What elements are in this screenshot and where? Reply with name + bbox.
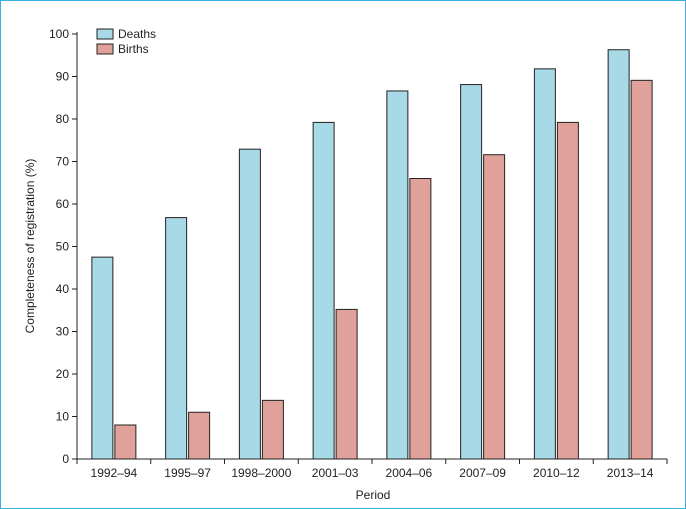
legend-swatch-deaths [96,28,114,40]
bar-births [630,79,653,460]
y-tick-label: 10 [56,410,70,424]
bar-deaths [533,68,556,460]
bar-births [335,308,358,460]
y-tick-label: 80 [56,112,70,126]
bar-births [261,399,284,460]
y-tick-label: 20 [56,367,70,381]
bar-births [114,424,137,460]
bar-deaths [386,90,409,460]
y-tick-label: 0 [62,452,69,466]
bar-births [409,178,432,460]
x-tick-label: 1998–2000 [231,466,291,480]
y-axis-title: Completeness of registration (%) [23,159,37,334]
y-tick-label: 50 [56,240,70,254]
y-tick-label: 30 [56,325,70,339]
bar-deaths [238,148,261,460]
bar-births [483,154,506,460]
y-tick-label: 60 [56,197,70,211]
bar-deaths [312,121,335,460]
x-axis-title: Period [356,488,391,502]
bars-group [91,49,653,460]
legend-label-births: Births [118,42,149,56]
x-tick-label: 2001–03 [312,466,359,480]
x-tick-label: 2004–06 [386,466,433,480]
y-tick-label: 90 [56,70,70,84]
bar-births [188,411,211,460]
x-tick-label: 2013–14 [607,466,654,480]
bar-deaths [607,49,630,460]
legend-swatch-births [96,43,114,55]
x-tick-label: 2010–12 [533,466,580,480]
y-tick-label: 40 [56,282,70,296]
y-tick-label: 70 [56,155,70,169]
y-tick-label: 100 [49,27,69,41]
x-tick-label: 1995–97 [164,466,211,480]
x-tick-label: 2007–09 [459,466,506,480]
bar-deaths [91,256,114,460]
bar-deaths [165,217,188,460]
axes-group: 0 10 20 30 40 50 60 70 80 90 100 1992–94 1995–97 1998… [49,27,668,480]
x-tick-label: 1992–94 [91,466,138,480]
bar-deaths [460,84,483,460]
bar-births [556,121,579,460]
legend-label-deaths: Deaths [118,27,156,41]
